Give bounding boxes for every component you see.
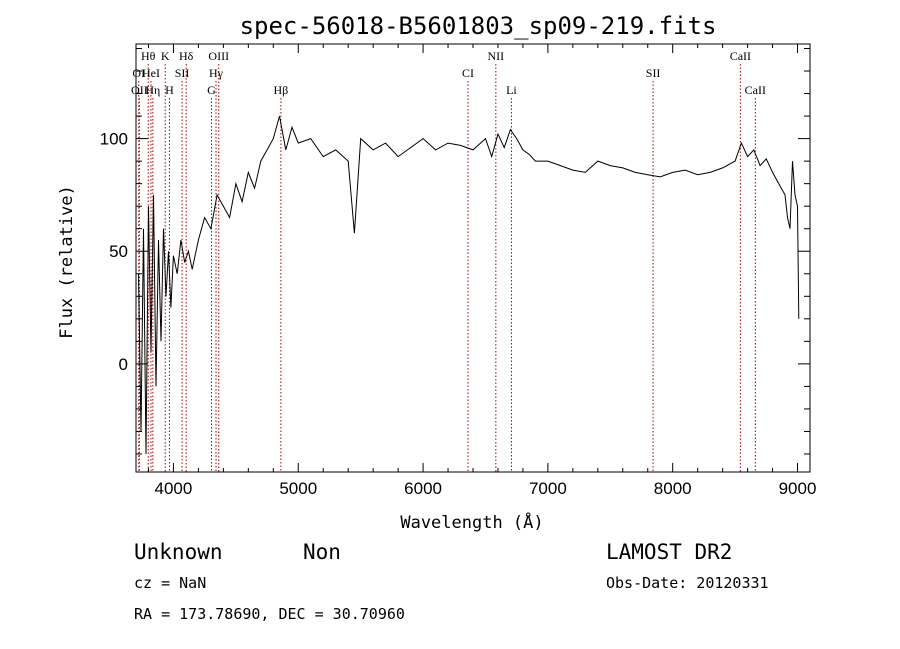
- chart-title: spec-56018-B5601803_sp09-219.fits: [240, 12, 717, 40]
- x-tick-label: 8000: [654, 479, 692, 498]
- emission-line-label: Hβ: [274, 83, 289, 97]
- x-axis-tick-labels: 4000 5000 6000 7000 8000 9000: [155, 479, 817, 498]
- survey-name: LAMOST DR2: [606, 540, 732, 564]
- emission-line-label: HeI: [142, 66, 160, 80]
- y-axis-tick-labels: 0 50 100: [100, 130, 128, 374]
- x-tick-label: 4000: [155, 479, 193, 498]
- emission-line-label: G: [207, 83, 216, 97]
- emission-line-label: K: [161, 49, 170, 63]
- coordinates-readout: RA = 173.78690, DEC = 30.70960: [134, 605, 405, 623]
- y-tick-label: 0: [119, 355, 128, 374]
- emission-line-label: Hθ: [141, 49, 156, 63]
- emission-line-label: Li: [506, 83, 517, 97]
- x-tick-label: 5000: [279, 479, 317, 498]
- x-axis-label: Wavelength (Å): [400, 511, 543, 533]
- spectrum-line: [138, 115, 800, 455]
- emission-line-label: NII: [488, 49, 505, 63]
- emission-line-label: Hδ: [179, 49, 194, 63]
- emission-line-label: H: [165, 83, 174, 97]
- object-class: Unknown: [134, 540, 223, 564]
- redshift-readout: cz = NaN: [134, 574, 206, 592]
- x-tick-label: 9000: [779, 479, 817, 498]
- y-tick-label: 100: [100, 130, 128, 149]
- emission-line-label: SII: [175, 66, 190, 80]
- y-tick-label: 50: [109, 242, 128, 261]
- emission-line-label: CaII: [745, 83, 766, 97]
- emission-line-label: OIII: [208, 49, 229, 63]
- plot-frame: [135, 43, 811, 473]
- observation-date: Obs-Date: 20120331: [606, 574, 769, 592]
- emission-line-label: CaII: [730, 49, 751, 63]
- emission-line-label: CI: [462, 66, 474, 80]
- emission-line-markers: [138, 64, 756, 472]
- x-tick-label: 7000: [529, 479, 567, 498]
- emission-line-label: Hγ: [209, 66, 224, 80]
- object-subclass: Non: [303, 540, 341, 564]
- x-tick-label: 6000: [404, 479, 442, 498]
- y-axis-label: Flux (relative): [57, 185, 77, 339]
- emission-line-labels: OIOIIHθHeIHηKHSIIHδGOIIIHγHβCINIILiSIICa…: [131, 49, 766, 97]
- emission-line-label: OII: [131, 83, 148, 97]
- y-axis-ticks: [136, 48, 810, 455]
- emission-line-label: SII: [646, 66, 661, 80]
- emission-line-label: Hη: [145, 83, 160, 97]
- x-axis-ticks: [147, 44, 799, 472]
